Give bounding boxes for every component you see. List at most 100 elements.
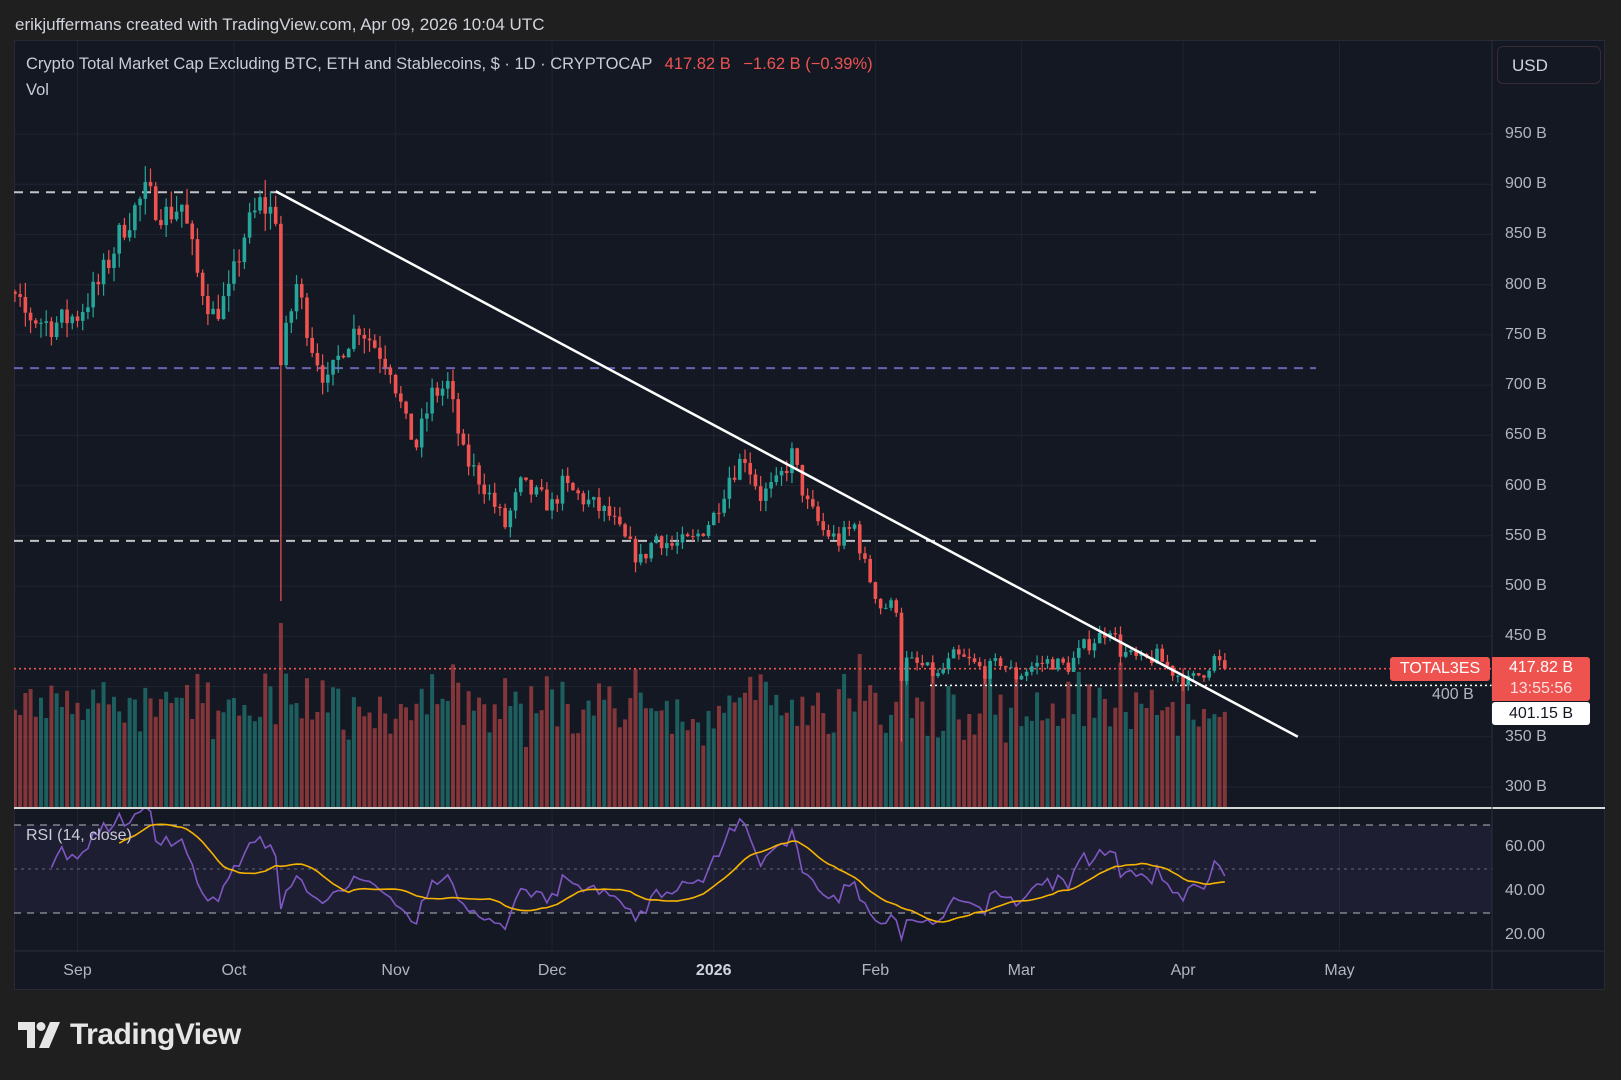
candle bbox=[915, 657, 919, 663]
candle bbox=[1103, 632, 1107, 638]
volume-bar bbox=[258, 716, 263, 808]
candle bbox=[722, 498, 726, 513]
volume-bar bbox=[466, 691, 471, 808]
candle bbox=[998, 658, 1003, 667]
candle bbox=[644, 553, 648, 559]
volume-bar bbox=[8, 691, 12, 808]
candle bbox=[268, 206, 273, 214]
volume-bar bbox=[268, 686, 273, 808]
candle bbox=[988, 660, 992, 679]
candle bbox=[399, 393, 403, 402]
volume-bar bbox=[101, 682, 106, 808]
candle bbox=[816, 506, 820, 522]
volume-bar bbox=[889, 714, 894, 808]
volume-bar bbox=[513, 691, 518, 808]
volume-bar bbox=[675, 699, 680, 808]
symbol-tag: TOTAL3ES bbox=[1390, 657, 1490, 681]
candle bbox=[1123, 652, 1128, 657]
time-tick-label: Apr bbox=[1170, 962, 1196, 979]
candle bbox=[1014, 667, 1018, 680]
candle bbox=[685, 534, 690, 537]
tradingview-logo[interactable]: TradingView bbox=[18, 1018, 241, 1052]
volume-bar bbox=[487, 732, 492, 808]
candle bbox=[226, 283, 231, 297]
volume-bar bbox=[779, 715, 784, 808]
candle bbox=[1186, 675, 1191, 686]
volume-bar bbox=[1024, 716, 1029, 808]
candle bbox=[701, 533, 706, 536]
candle bbox=[1050, 659, 1055, 670]
candle bbox=[941, 669, 945, 674]
volume-bar bbox=[226, 699, 231, 808]
volume-bar bbox=[54, 693, 59, 808]
volume-bar bbox=[565, 704, 570, 808]
currency-button[interactable]: USD bbox=[1497, 46, 1601, 84]
candle bbox=[524, 477, 528, 480]
candle bbox=[586, 499, 591, 505]
volume-bar bbox=[404, 707, 409, 808]
volume-bar bbox=[711, 728, 716, 808]
volume-bar bbox=[816, 692, 821, 808]
volume-bar bbox=[1102, 698, 1107, 808]
volume-bar bbox=[737, 697, 742, 808]
volume-bar bbox=[586, 700, 591, 808]
volume-bar bbox=[967, 713, 972, 808]
candle bbox=[518, 477, 523, 493]
candle bbox=[946, 658, 951, 670]
candle bbox=[425, 413, 429, 419]
candle bbox=[1129, 650, 1133, 653]
volume-bar bbox=[727, 695, 732, 808]
candle bbox=[310, 337, 314, 353]
volume-bar bbox=[320, 680, 325, 808]
volume-bar bbox=[623, 719, 628, 808]
candle bbox=[492, 492, 497, 507]
candle bbox=[675, 542, 680, 546]
volume-bar bbox=[174, 697, 179, 808]
candle bbox=[242, 237, 247, 263]
candle bbox=[790, 448, 794, 474]
volume-bar bbox=[23, 693, 28, 808]
candle bbox=[738, 458, 742, 480]
volume-bar bbox=[831, 732, 836, 808]
volume-bar bbox=[132, 699, 137, 808]
candle bbox=[597, 497, 601, 512]
volume-bar bbox=[1128, 728, 1133, 808]
volume-bar bbox=[195, 673, 200, 808]
candle bbox=[1139, 653, 1144, 656]
volume-bar bbox=[534, 713, 539, 808]
volume-bar bbox=[993, 714, 998, 808]
volume-bar bbox=[237, 715, 242, 808]
candle bbox=[983, 666, 987, 679]
volume-bar bbox=[492, 704, 497, 808]
volume-bar bbox=[1118, 662, 1123, 808]
candle bbox=[112, 253, 116, 269]
volume-bar bbox=[294, 703, 299, 808]
volume-bar bbox=[1201, 708, 1206, 808]
volume-bar bbox=[216, 710, 221, 808]
candle bbox=[930, 662, 935, 677]
candle bbox=[581, 493, 586, 505]
volume-bar bbox=[1040, 720, 1045, 808]
volume-bar bbox=[930, 662, 935, 808]
candle bbox=[664, 543, 669, 549]
price-tick-label: 750 B bbox=[1505, 325, 1547, 343]
candle bbox=[216, 308, 221, 320]
candle bbox=[623, 524, 627, 537]
volume-bar bbox=[331, 687, 336, 808]
candle bbox=[1155, 648, 1159, 663]
volume-bar bbox=[430, 674, 435, 808]
candle bbox=[388, 367, 393, 375]
price-tick-label: 600 B bbox=[1505, 476, 1547, 494]
candle bbox=[539, 487, 544, 490]
candle bbox=[894, 600, 899, 613]
candle bbox=[993, 658, 998, 661]
rsi-legend: RSI (14, close) bbox=[26, 827, 132, 844]
candle bbox=[1009, 667, 1013, 669]
candle bbox=[143, 181, 148, 199]
volume-bar bbox=[826, 733, 831, 808]
candle bbox=[1056, 658, 1060, 670]
volume-bar bbox=[857, 653, 862, 808]
volume-bar bbox=[211, 738, 216, 808]
volume-bar bbox=[148, 698, 153, 808]
